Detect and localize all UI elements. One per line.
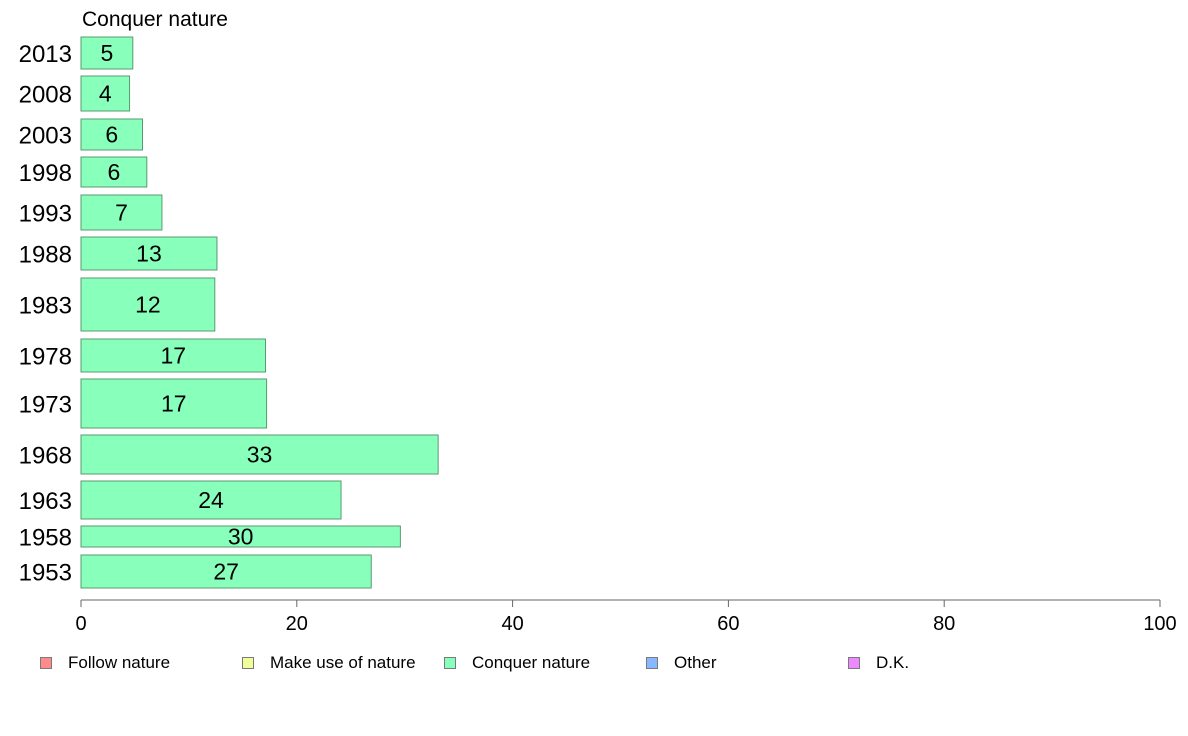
bar-value-label-1983: 12	[135, 292, 161, 318]
legend-swatch	[848, 657, 860, 669]
bars-group: 5 2013 4 2008 6 2003 6 1998 7 1993 13 1988 12 1983 17 1…	[19, 36, 439, 589]
legend-label: Conquer nature	[472, 653, 591, 672]
category-label-1968: 1968	[19, 443, 72, 470]
x-tick-label-20: 20	[286, 613, 308, 635]
legend-label: Follow nature	[68, 653, 171, 672]
x-tick-label-40: 40	[501, 613, 523, 635]
bar-1973	[80, 378, 268, 429]
x-tick-label-0: 0	[75, 613, 86, 635]
bar-1998	[80, 156, 148, 188]
legend-item-2: Conquer nature	[444, 652, 590, 674]
bar-2008	[80, 75, 131, 112]
legend-item-3: Other	[646, 652, 717, 674]
legend-swatch	[444, 657, 456, 669]
bar-1968	[80, 434, 439, 475]
x-axis: 0 20 40 60 80 100	[75, 599, 1177, 635]
legend-item-4: D.K.	[848, 652, 909, 674]
x-tick-label-60: 60	[717, 613, 739, 635]
bar-value-label-1968: 33	[247, 442, 273, 468]
bar-value-label-1958: 30	[228, 524, 254, 550]
legend-item-0: Follow nature	[40, 652, 170, 674]
category-label-1978: 1978	[19, 344, 72, 371]
legend-label: Other	[674, 653, 717, 672]
legend-swatch	[646, 657, 658, 669]
bar-2003	[80, 118, 144, 151]
bar-value-label-1993: 7	[115, 200, 128, 226]
bar-value-label-1978: 17	[160, 343, 186, 369]
category-label-1958: 1958	[19, 525, 72, 552]
category-label-1993: 1993	[19, 201, 72, 228]
bar-2013	[80, 36, 134, 70]
category-label-1973: 1973	[19, 392, 72, 419]
x-tick-label-80: 80	[933, 613, 955, 635]
bar-value-label-2008: 4	[99, 81, 112, 107]
bar-value-label-1953: 27	[213, 559, 239, 585]
legend-label: D.K.	[876, 653, 910, 672]
bar-value-label-1988: 13	[136, 241, 162, 267]
category-label-1953: 1953	[19, 560, 72, 587]
legend-swatch	[242, 657, 254, 669]
category-label-1963: 1963	[19, 488, 72, 515]
bar-1988	[80, 236, 218, 271]
bar-value-label-1998: 6	[108, 159, 121, 185]
category-label-1988: 1988	[19, 242, 72, 269]
bar-1993	[80, 194, 163, 231]
category-label-2008: 2008	[19, 82, 72, 109]
bar-1953	[80, 554, 372, 589]
bar-value-label-2013: 5	[100, 40, 113, 66]
bar-1978	[80, 338, 267, 373]
chart-title: Conquer nature	[82, 8, 228, 31]
bar-1983	[80, 277, 216, 332]
x-tick-label-100: 100	[1143, 613, 1176, 635]
category-label-2013: 2013	[19, 41, 72, 68]
legend-item-1: Make use of nature	[242, 652, 416, 674]
bar-1958	[80, 525, 401, 548]
bar-value-label-1963: 24	[198, 487, 224, 513]
legend: Follow nature Make use of nature Conquer n…	[0, 652, 1188, 676]
category-label-1998: 1998	[19, 160, 72, 187]
category-label-1983: 1983	[19, 293, 72, 320]
bar-value-label-2003: 6	[105, 122, 118, 148]
legend-label: Make use of nature	[270, 653, 416, 672]
bar-value-label-1973: 17	[161, 391, 187, 417]
bar-1963	[80, 480, 342, 520]
category-label-2003: 2003	[19, 123, 72, 150]
legend-swatch	[40, 657, 52, 669]
